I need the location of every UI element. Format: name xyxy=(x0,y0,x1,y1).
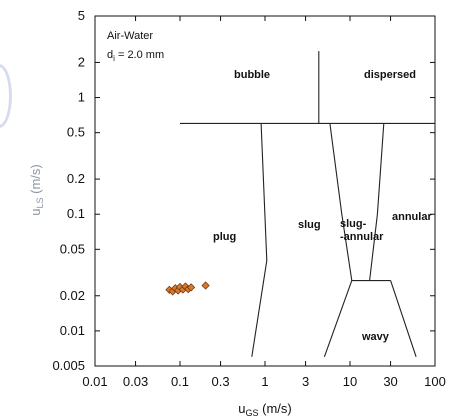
y-axis-title: uLS (m/s) xyxy=(28,164,45,215)
x-tick-label: 0.1 xyxy=(171,374,189,389)
x-tick-label: 0.03 xyxy=(123,374,148,389)
region-slug-annular-2: -annular xyxy=(340,231,384,243)
x-tick-label: 10 xyxy=(343,374,357,389)
data-points xyxy=(165,281,210,296)
y-tick-label: 0.2 xyxy=(67,171,85,186)
boundary-wavy-left xyxy=(323,280,353,357)
x-tick-label: 3 xyxy=(302,374,309,389)
y-tick-label: 2 xyxy=(78,54,85,69)
regime-boundaries xyxy=(180,51,435,357)
boundary-slug-slugannular xyxy=(329,123,353,281)
region-slug: slug xyxy=(298,219,321,231)
region-dispersed: dispersed xyxy=(364,69,416,81)
y-tick-label: 5 xyxy=(78,8,85,23)
boundary-wavy-right xyxy=(390,280,417,357)
boundary-slugannular-annular xyxy=(369,123,385,281)
x-tick-label: 1 xyxy=(261,374,268,389)
boundary-plug-slug xyxy=(251,123,268,357)
data-point xyxy=(186,283,196,292)
x-axis: 0.01 0.03 0.1 0.3 1 3 10 30 100 xyxy=(82,16,446,389)
fluid-annotation: Air-Water xyxy=(107,30,153,42)
x-axis-title: uGS (m/s) xyxy=(238,401,291,418)
region-slug-annular-1: slug- xyxy=(340,218,367,230)
y-tick-label: 0.01 xyxy=(60,323,85,338)
region-annular: annular xyxy=(392,211,432,223)
y-tick-label: 0.05 xyxy=(60,241,85,256)
x-tick-label: 0.3 xyxy=(212,374,230,389)
x-tick-label: 30 xyxy=(383,374,397,389)
y-tick-label: 0.005 xyxy=(52,358,85,373)
diameter-annotation: di = 2.0 mm xyxy=(107,49,164,63)
y-tick-label: 0.5 xyxy=(67,125,85,140)
region-bubble: bubble xyxy=(234,69,270,81)
region-wavy: wavy xyxy=(361,331,390,343)
y-axis: 0.005 0.01 0.02 0.05 0.1 0.2 0.5 1 2 5 xyxy=(52,8,435,373)
y-tick-label: 0.02 xyxy=(60,288,85,303)
y-tick-label: 0.1 xyxy=(67,206,85,221)
x-tick-label: 100 xyxy=(424,374,446,389)
x-tick-label: 0.01 xyxy=(82,374,107,389)
region-plug: plug xyxy=(213,231,236,243)
data-point xyxy=(201,281,210,290)
y-tick-label: 1 xyxy=(78,90,85,105)
